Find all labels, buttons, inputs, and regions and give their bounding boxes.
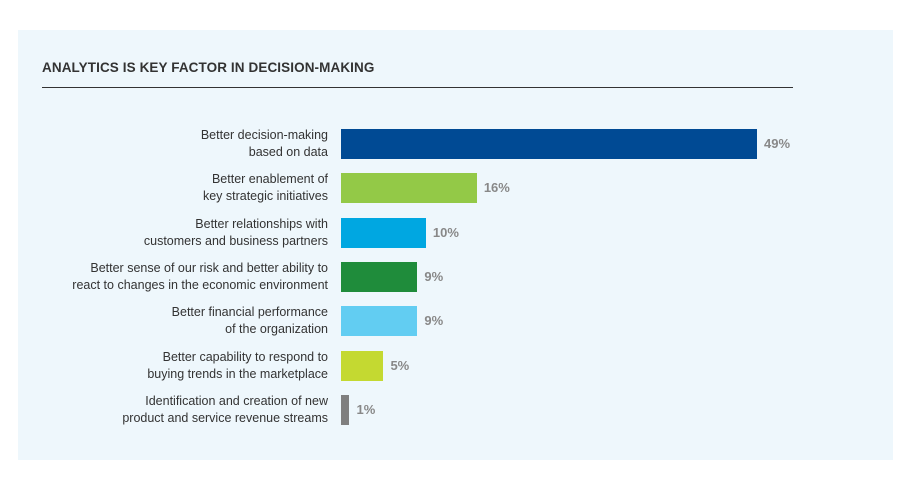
category-label-line: Better decision-making [200, 128, 328, 142]
bar [341, 351, 384, 381]
category-label-line: Better relationships with [195, 217, 328, 231]
bar [341, 395, 350, 425]
value-label: 49% [764, 136, 791, 151]
bar [341, 129, 757, 159]
category-label-line: Better sense of our risk and better abil… [90, 261, 328, 275]
category-label: Better sense of our risk and better abil… [8, 260, 328, 294]
category-label-line: key strategic initiatives [202, 189, 328, 203]
category-label-line: of the organization [225, 322, 328, 336]
title-divider [42, 87, 793, 88]
category-label: Better decision-making based on data [8, 127, 328, 161]
category-label-line: Better financial performance [171, 305, 328, 319]
category-label: Better capability to respond to buying tr… [8, 349, 328, 383]
bar [341, 262, 418, 292]
value-label: 1% [356, 402, 376, 417]
value-label: 9% [424, 269, 444, 284]
bar [341, 218, 426, 248]
category-label-line: based on data [248, 145, 328, 159]
value-label: 9% [424, 313, 444, 328]
category-label-line: customers and business partners [143, 234, 328, 248]
category-label: Identification and creation of new produc… [8, 393, 328, 427]
bar [341, 173, 477, 203]
value-label: 16% [483, 180, 510, 195]
value-label: 10% [432, 225, 459, 240]
chart-panel [18, 30, 893, 460]
bar [341, 306, 418, 336]
category-label-line: buying trends in the marketplace [147, 367, 328, 381]
category-label: Better relationships with customers and b… [8, 216, 328, 250]
category-label: Better financial performance of the organ… [8, 304, 328, 338]
category-label-line: Better capability to respond to [162, 350, 328, 364]
chart-title: ANALYTICS IS KEY FACTOR IN DECISION-MAKI… [42, 60, 375, 75]
value-label: 5% [390, 358, 410, 373]
category-label-line: Identification and creation of new [145, 394, 328, 408]
category-label-line: react to changes in the economic environ… [72, 278, 328, 292]
category-label: Better enablement of key strategic initia… [8, 171, 328, 205]
category-label-line: product and service revenue streams [122, 411, 328, 425]
category-label-line: Better enablement of [211, 172, 328, 186]
